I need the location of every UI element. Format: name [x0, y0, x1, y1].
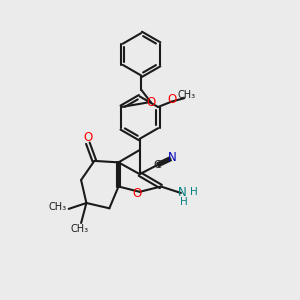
Text: N: N — [168, 151, 177, 164]
Text: CH₃: CH₃ — [178, 90, 196, 100]
Text: O: O — [146, 95, 155, 109]
Text: CH₃: CH₃ — [49, 202, 67, 212]
Text: N: N — [178, 186, 187, 199]
Text: CH₃: CH₃ — [70, 224, 89, 235]
Text: H: H — [180, 197, 188, 207]
Text: O: O — [168, 93, 177, 106]
Text: O: O — [133, 187, 142, 200]
Text: C: C — [154, 160, 161, 170]
Text: O: O — [83, 131, 92, 144]
Text: H: H — [190, 188, 198, 197]
